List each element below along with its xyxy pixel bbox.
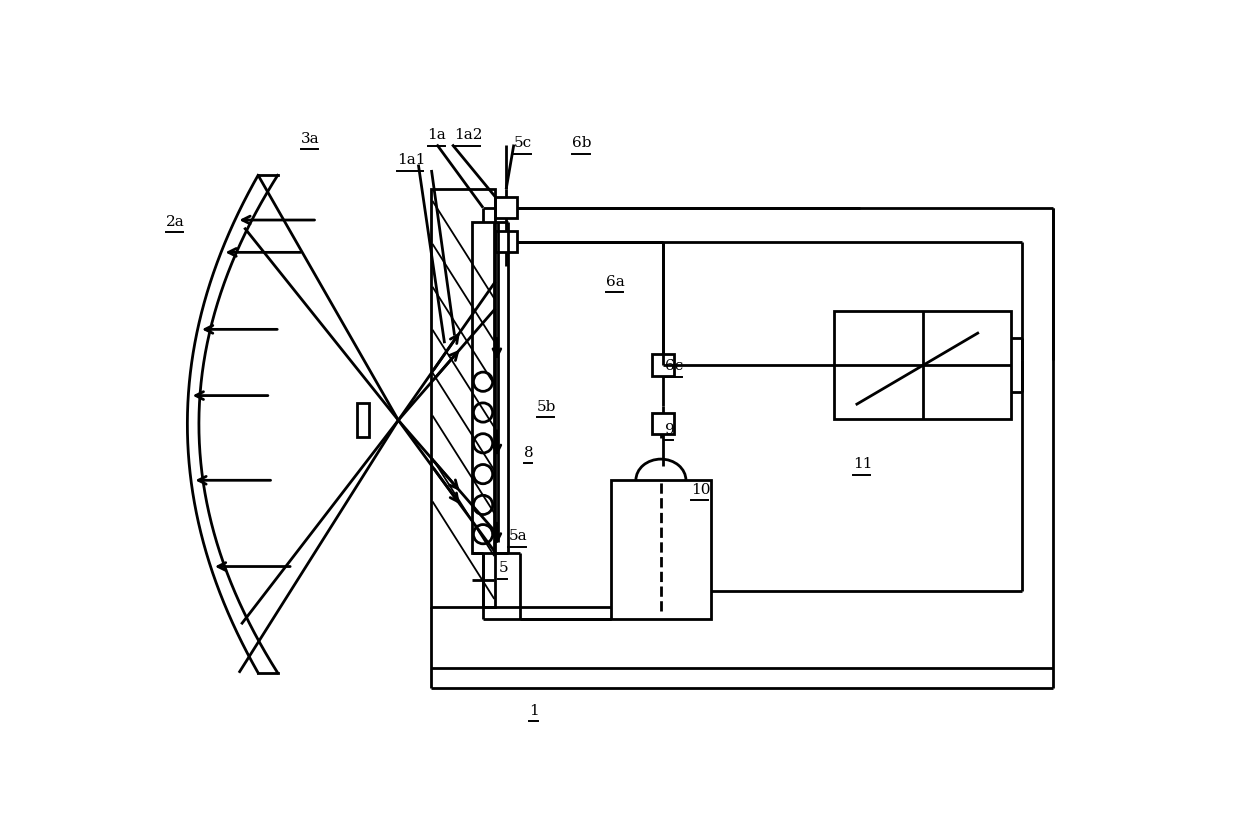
Text: 5: 5: [498, 561, 508, 575]
Bar: [652, 413, 675, 434]
Text: 3a: 3a: [300, 131, 319, 146]
Text: 11: 11: [853, 457, 872, 471]
Bar: [357, 404, 370, 437]
Text: 1a1: 1a1: [397, 153, 425, 167]
Text: 9: 9: [665, 422, 675, 436]
Text: 2a: 2a: [166, 214, 185, 228]
Text: 5a: 5a: [508, 528, 527, 543]
Text: 6b: 6b: [573, 136, 591, 150]
Bar: [652, 355, 675, 376]
Text: 10: 10: [691, 482, 711, 496]
Bar: [495, 232, 517, 253]
Text: 1a2: 1a2: [455, 128, 484, 142]
Text: 6c: 6c: [665, 359, 683, 373]
Bar: [611, 480, 711, 619]
Bar: [495, 198, 517, 219]
Bar: [835, 312, 1012, 419]
Text: 8: 8: [523, 445, 533, 459]
Text: 1a: 1a: [428, 128, 446, 142]
Text: 5b: 5b: [537, 399, 557, 413]
Text: 6a: 6a: [606, 275, 625, 289]
Text: 1: 1: [529, 703, 539, 717]
Text: 5c: 5c: [513, 136, 532, 150]
Bar: [472, 222, 494, 553]
Bar: [432, 190, 495, 607]
